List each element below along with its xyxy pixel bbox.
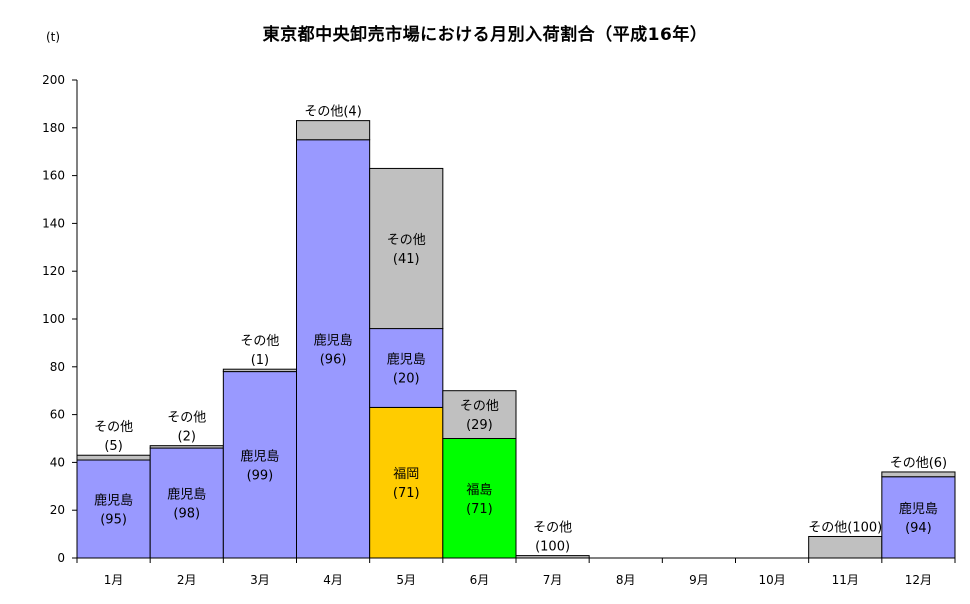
data-label: (2) <box>178 430 196 445</box>
y-tick-label: 80 <box>50 360 65 374</box>
data-label: その他 <box>94 420 133 435</box>
data-label: その他 <box>387 233 426 248</box>
x-tick-label: 6月 <box>470 573 490 587</box>
chart-title: 東京都中央卸売市場における月別入荷割合（平成16年） <box>262 25 708 45</box>
bar-segment <box>442 438 517 559</box>
data-label: その他(100) <box>808 520 882 535</box>
data-label: (41) <box>393 252 420 267</box>
x-tick-label: 12月 <box>905 573 932 587</box>
bar-segment <box>881 471 956 478</box>
data-label: その他(6) <box>890 456 947 471</box>
bar-segment <box>222 368 297 373</box>
data-label: 鹿児島 <box>899 501 938 517</box>
y-tick-label: 20 <box>50 503 65 517</box>
data-label: 鹿児島 <box>94 493 133 509</box>
bar-segment <box>369 406 444 559</box>
y-tick-label: 40 <box>50 455 65 469</box>
x-tick-label: 9月 <box>689 573 709 587</box>
y-tick-label: 120 <box>42 264 65 278</box>
y-axis-unit-label: (t) <box>46 30 61 44</box>
data-label: 福島 <box>466 483 492 498</box>
y-tick-label: 0 <box>57 551 65 565</box>
data-label: (100) <box>535 540 570 555</box>
bar-segment <box>515 555 590 559</box>
data-label: (95) <box>100 513 127 528</box>
data-label: 鹿児島 <box>387 351 426 367</box>
data-label: その他(4) <box>304 105 361 120</box>
bar-segment <box>149 447 224 559</box>
bar-segment <box>369 328 444 408</box>
x-tick-label: 8月 <box>616 573 636 587</box>
bar-segment <box>369 167 444 330</box>
data-label: 鹿児島 <box>240 448 279 464</box>
y-tick-label: 200 <box>42 73 65 87</box>
data-label: その他 <box>533 521 572 536</box>
y-tick-label: 100 <box>42 312 65 326</box>
data-label: (5) <box>104 439 122 454</box>
bar-segment <box>296 120 371 141</box>
data-label: 鹿児島 <box>167 487 206 503</box>
data-label: その他 <box>167 411 206 426</box>
data-label: (71) <box>466 502 493 517</box>
data-label: (94) <box>905 521 932 536</box>
data-label: (20) <box>393 371 420 386</box>
data-label: 鹿児島 <box>314 332 353 348</box>
data-label: (29) <box>466 418 493 433</box>
data-label: その他 <box>240 334 279 349</box>
bar-segment <box>442 390 517 440</box>
bar-segment <box>76 454 151 461</box>
bar-segment <box>149 445 224 449</box>
data-label: (1) <box>251 353 269 368</box>
data-label: (99) <box>247 468 274 483</box>
x-tick-label: 7月 <box>543 573 563 587</box>
data-label: 福岡 <box>393 467 419 482</box>
data-label: (98) <box>173 507 200 522</box>
data-label: (96) <box>320 352 347 367</box>
bar-segment <box>222 371 297 559</box>
x-tick-label: 5月 <box>396 573 416 587</box>
data-label: その他 <box>460 399 499 414</box>
x-tick-label: 2月 <box>177 573 197 587</box>
bar-segment <box>881 476 956 559</box>
bar-segment <box>296 139 371 559</box>
y-tick-label: 180 <box>42 121 65 135</box>
x-tick-label: 1月 <box>104 573 124 587</box>
y-tick-label: 60 <box>50 408 65 422</box>
y-tick-label: 140 <box>42 216 65 230</box>
x-tick-label: 4月 <box>323 573 343 587</box>
x-tick-label: 11月 <box>832 573 859 587</box>
bar-segment <box>808 535 883 559</box>
y-tick-label: 160 <box>42 169 65 183</box>
data-label: (71) <box>393 486 420 501</box>
x-tick-label: 3月 <box>250 573 270 587</box>
x-tick-label: 10月 <box>758 573 785 587</box>
bar-segment <box>76 459 151 559</box>
